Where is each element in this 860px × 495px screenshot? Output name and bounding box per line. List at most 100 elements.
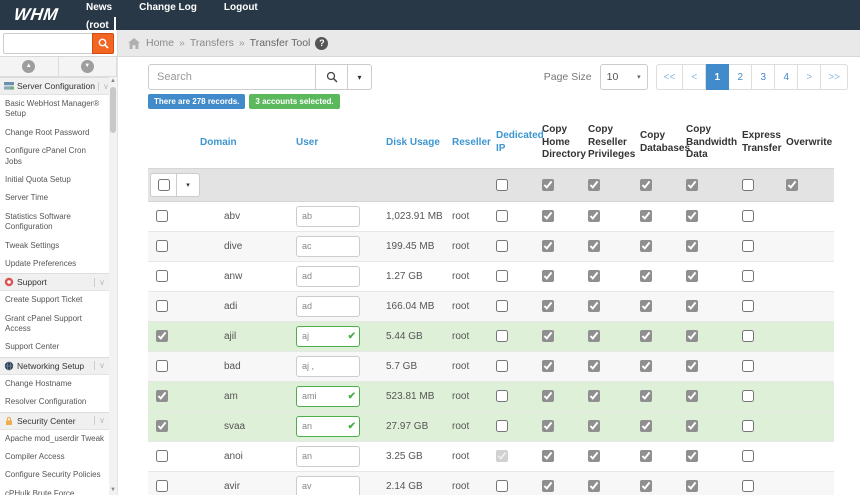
sidebar-item-create-support-ticket[interactable]: Create Support Ticket	[5, 295, 83, 305]
page-size-select[interactable]: 10 ▾	[599, 64, 648, 90]
user-input[interactable]	[296, 295, 360, 317]
sidebar-item-tweak-settings[interactable]: Tweak Settings	[5, 240, 60, 250]
copy-home-directory-checkbox[interactable]	[542, 300, 554, 312]
copy-home-directory-checkbox[interactable]	[542, 270, 554, 282]
nav-item-news[interactable]: News	[85, 2, 113, 13]
help-icon[interactable]: ?	[315, 36, 329, 50]
sidebar-section-networking-setup[interactable]: Networking Setup ∨	[0, 356, 109, 375]
express-transfer-checkbox[interactable]	[742, 360, 754, 372]
sidebar-section-server-configuration[interactable]: Server Configuration ∨	[0, 77, 109, 95]
copy-databases-checkbox[interactable]	[640, 210, 652, 222]
column-header-reseller[interactable]: Reseller	[452, 136, 491, 148]
express-transfer-checkbox[interactable]	[742, 270, 754, 282]
copy-databases-checkbox[interactable]	[640, 240, 652, 252]
sidebar-section-support[interactable]: Support ∨	[0, 273, 109, 292]
copy-bandwidth-data-checkbox[interactable]	[686, 330, 698, 342]
express-transfer-checkbox[interactable]	[742, 450, 754, 462]
copy-databases-checkbox[interactable]	[640, 270, 652, 282]
row-select-checkbox[interactable]	[156, 240, 168, 252]
nav-item-logout-root[interactable]: Logout (root	[85, 2, 258, 31]
express-transfer-checkbox[interactable]	[742, 210, 754, 222]
copy-bandwidth-data-checkbox[interactable]	[686, 240, 698, 252]
copy-reseller-privileges-checkbox[interactable]	[588, 330, 600, 342]
copy-bandwidth-data-checkbox[interactable]	[686, 300, 698, 312]
copy-home-directory-checkbox[interactable]	[542, 330, 554, 342]
first-page-button[interactable]: <<	[655, 64, 684, 90]
express-transfer-checkbox[interactable]	[742, 480, 754, 492]
user-input[interactable]	[296, 475, 360, 495]
row-select-checkbox[interactable]	[156, 390, 168, 402]
user-input[interactable]	[296, 235, 360, 257]
sidebar-item-change-hostname[interactable]: Change Hostname	[5, 378, 72, 388]
copy-reseller-privileges-checkbox[interactable]	[588, 390, 600, 402]
column-header-dedicated-ip[interactable]: Dedicated IP	[496, 130, 544, 154]
next-page-button[interactable]: >	[798, 64, 822, 90]
select-all-overwrite-checkbox[interactable]	[786, 178, 798, 191]
chevron-down-icon[interactable]: ∨	[94, 277, 107, 287]
express-transfer-checkbox[interactable]	[742, 420, 754, 432]
copy-bandwidth-data-checkbox[interactable]	[686, 450, 698, 462]
dedicated-ip-checkbox[interactable]	[496, 240, 508, 252]
sidebar-item-basic-webhost-manager-setup[interactable]: Basic WebHost Manager® Setup	[5, 99, 100, 119]
scroll-up-icon[interactable]: ▲	[110, 78, 116, 84]
row-select-checkbox[interactable]	[156, 480, 168, 492]
page-button-1[interactable]: 1	[706, 64, 730, 90]
copy-reseller-privileges-checkbox[interactable]	[588, 270, 600, 282]
whm-logo[interactable]: WHM	[12, 5, 60, 24]
dedicated-ip-checkbox[interactable]	[496, 450, 508, 462]
expand-all-button[interactable]: ▼	[58, 57, 117, 76]
select-all-checkbox-button[interactable]	[150, 172, 177, 197]
home-icon[interactable]	[128, 37, 140, 49]
search-options-dropdown[interactable]: ▾	[348, 64, 372, 90]
row-select-checkbox[interactable]	[156, 420, 168, 432]
express-transfer-checkbox[interactable]	[742, 300, 754, 312]
scrollbar-thumb[interactable]	[110, 87, 116, 133]
breadcrumb-item-transfers[interactable]: Transfers	[189, 37, 234, 49]
copy-databases-checkbox[interactable]	[640, 360, 652, 372]
select-all-copy-reseller-checkbox[interactable]	[588, 178, 600, 191]
column-header-disk-usage[interactable]: Disk Usage	[386, 136, 440, 148]
copy-reseller-privileges-checkbox[interactable]	[588, 240, 600, 252]
select-all-copy-home-checkbox[interactable]	[542, 178, 554, 191]
select-all-express-transfer-checkbox[interactable]	[742, 178, 754, 191]
sidebar-section-security-center[interactable]: Security Center ∨	[0, 411, 109, 430]
copy-databases-checkbox[interactable]	[640, 300, 652, 312]
dedicated-ip-checkbox[interactable]	[496, 210, 508, 222]
sidebar-item-configure-cpanel-cron-jobs[interactable]: Configure cPanel Cron Jobs	[5, 146, 86, 166]
copy-bandwidth-data-checkbox[interactable]	[686, 270, 698, 282]
row-select-checkbox[interactable]	[156, 300, 168, 312]
select-all-checkbox[interactable]	[157, 178, 170, 191]
copy-reseller-privileges-checkbox[interactable]	[588, 420, 600, 432]
dedicated-ip-checkbox[interactable]	[496, 330, 508, 342]
chevron-down-icon[interactable]: ∨	[94, 361, 107, 371]
sidebar-item-statistics-software-configuration[interactable]: Statistics Software Configuration	[5, 211, 71, 232]
sidebar-item-support-center[interactable]: Support Center	[5, 342, 60, 352]
column-header-domain[interactable]: Domain	[200, 136, 237, 148]
dedicated-ip-checkbox[interactable]	[496, 360, 508, 372]
copy-bandwidth-data-checkbox[interactable]	[686, 210, 698, 222]
copy-reseller-privileges-checkbox[interactable]	[588, 300, 600, 312]
page-button-3[interactable]: 3	[752, 64, 776, 90]
sidebar-scrollbar[interactable]: ▲ ▼	[109, 77, 117, 495]
user-input[interactable]	[296, 415, 360, 437]
sidebar-item-resolver-configuration[interactable]: Resolver Configuration	[5, 397, 87, 407]
copy-databases-checkbox[interactable]	[640, 420, 652, 432]
nav-item-change-log[interactable]: Change Log	[139, 2, 197, 13]
copy-bandwidth-data-checkbox[interactable]	[686, 420, 698, 432]
copy-home-directory-checkbox[interactable]	[542, 390, 554, 402]
sidebar-item-compiler-access[interactable]: Compiler Access	[5, 452, 65, 462]
sidebar-item-change-root-password[interactable]: Change Root Password	[5, 127, 90, 137]
copy-databases-checkbox[interactable]	[640, 450, 652, 462]
user-input[interactable]	[296, 265, 360, 287]
page-button-4[interactable]: 4	[775, 64, 799, 90]
copy-bandwidth-data-checkbox[interactable]	[686, 390, 698, 402]
user-input[interactable]	[296, 205, 360, 227]
copy-bandwidth-data-checkbox[interactable]	[686, 480, 698, 492]
sidebar-item-server-time[interactable]: Server Time	[5, 193, 49, 203]
copy-reseller-privileges-checkbox[interactable]	[588, 210, 600, 222]
copy-home-directory-checkbox[interactable]	[542, 420, 554, 432]
copy-home-directory-checkbox[interactable]	[542, 480, 554, 492]
dedicated-ip-checkbox[interactable]	[496, 270, 508, 282]
copy-reseller-privileges-checkbox[interactable]	[588, 360, 600, 372]
copy-reseller-privileges-checkbox[interactable]	[588, 450, 600, 462]
